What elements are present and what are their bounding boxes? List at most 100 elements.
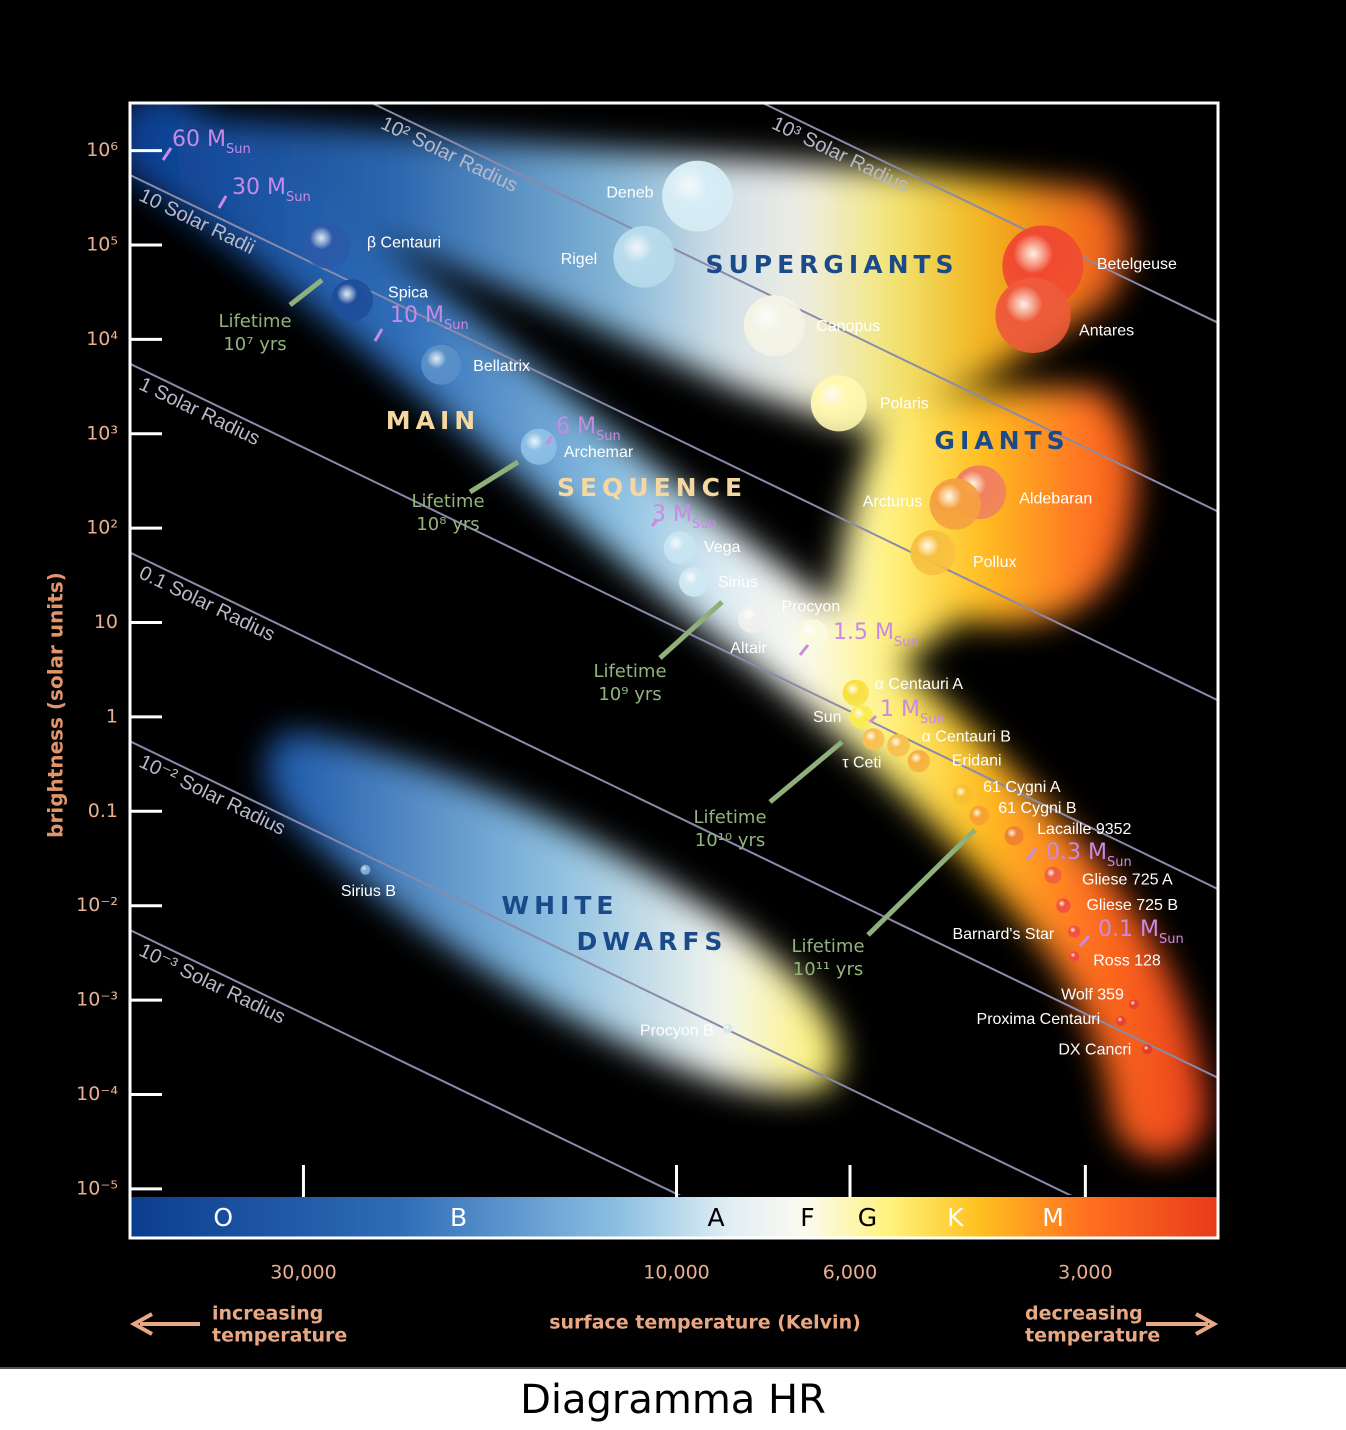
star [810,375,867,432]
mass-tick [650,519,659,527]
region-label: GIANTS [934,426,1069,455]
mass-value: 3 M [652,502,692,527]
star [842,679,869,706]
mass-value: 60 M [172,127,226,152]
lifetime-title: Lifetime [693,807,766,828]
mass-tick [217,195,228,209]
y-tick-label: 10² [86,517,118,539]
star [303,221,351,269]
star-label: β Centauri [367,234,441,251]
regions [130,103,1208,1158]
mass-label: 1 MSun [880,697,945,727]
lifetime-value: 10⁹ yrs [598,684,661,705]
giant-region [830,388,1136,685]
left-arrow [129,1312,200,1336]
spectral-class: M [1042,1203,1064,1232]
star [663,531,697,565]
x-tick-label: 3,000 [1058,1262,1112,1284]
lifetime-connector [768,740,844,804]
star [421,344,462,385]
star [722,1023,733,1034]
lifetime-value: 10¹¹ yrs [793,959,864,980]
star-label: Rigel [561,251,597,268]
star [679,566,709,597]
star-label: α Centauri B [922,729,1011,746]
star-label: Altair [730,640,767,657]
y-tick-label: 0.1 [88,800,118,822]
star-label: Vega [704,539,741,556]
x-tick-label: 10,000 [643,1262,709,1284]
star-label: Gliese 725 A [1082,871,1173,888]
mass-label: 1.5 MSun [833,620,919,650]
region-label: DWARFS [577,927,728,956]
mass-tick [1078,934,1091,948]
radius-line [130,551,1218,1079]
star-label: Barnard's Star [952,926,1054,943]
mass-value: 0.3 M [1046,840,1107,865]
mass-unit: Sun [226,142,251,157]
star-label: Pollux [973,554,1017,571]
spectral-class: G [858,1203,877,1232]
star [743,295,805,357]
plot-frame [128,101,1220,1240]
lifetime-connector [866,828,977,937]
radius-line [369,103,1218,513]
mass-label: 60 MSun [172,127,251,157]
star-label: 61 Cygni B [998,800,1076,817]
star [1142,1044,1153,1055]
star [662,160,733,232]
mass-tick [545,435,554,445]
star-label: Procyon B [640,1023,714,1040]
y-tick-label: 10⁴ [86,328,118,350]
spectral-class: A [708,1203,725,1232]
y-tick-label: 10⁻⁵ [76,1177,118,1199]
mass-value: 30 M [232,175,286,200]
radius-line [130,362,1218,890]
radius-line [130,929,682,1195]
spectral-class: K [947,1203,964,1232]
mass-label: 30 MSun [232,175,311,205]
star [929,478,981,530]
caption-area [0,1368,1346,1426]
star [331,279,374,322]
radius-line [130,174,1218,702]
mass-label: 0.3 MSun [1046,840,1132,870]
star-label: Spica [388,284,428,301]
star [360,864,371,875]
star-label: Polaris [880,396,929,413]
mass-value: 10 M [390,303,444,328]
star [737,604,767,634]
region-label: SEQUENCE [557,473,747,502]
left-note: increasing [212,1303,323,1325]
mass-unit: Sun [596,429,621,444]
y-tick-label: 10 [94,611,118,633]
region-label: WHITE [502,891,619,920]
lifetime-title: Lifetime [411,491,484,512]
star [1056,898,1071,913]
lifetime-title: Lifetime [218,311,291,332]
right-note: decreasing [1025,1303,1143,1325]
mass-unit: Sun [444,318,469,333]
star-label: Betelgeuse [1097,256,1177,273]
star-label: Sun [813,709,841,726]
lifetime-connector [468,459,520,495]
star [1116,1016,1127,1027]
star-label: Bellatrix [473,358,530,375]
star [797,619,828,650]
star [862,728,885,751]
star-label: τ Ceti [842,754,881,771]
mass-tick [161,147,173,161]
y-tick-label: 10⁻⁴ [76,1083,118,1105]
star-label: Sirius B [341,883,396,900]
star [1068,925,1081,938]
star [1128,999,1139,1010]
x-tick-label: 30,000 [270,1262,336,1284]
mass-value: 0.1 M [1098,917,1159,942]
lifetime-connector [288,278,324,307]
lifetime-value: 10¹⁰ yrs [695,830,766,851]
star [995,277,1071,353]
spectral-bar [130,1197,1218,1238]
mass-tick [798,644,810,656]
white-dwarf-region [265,730,840,1094]
